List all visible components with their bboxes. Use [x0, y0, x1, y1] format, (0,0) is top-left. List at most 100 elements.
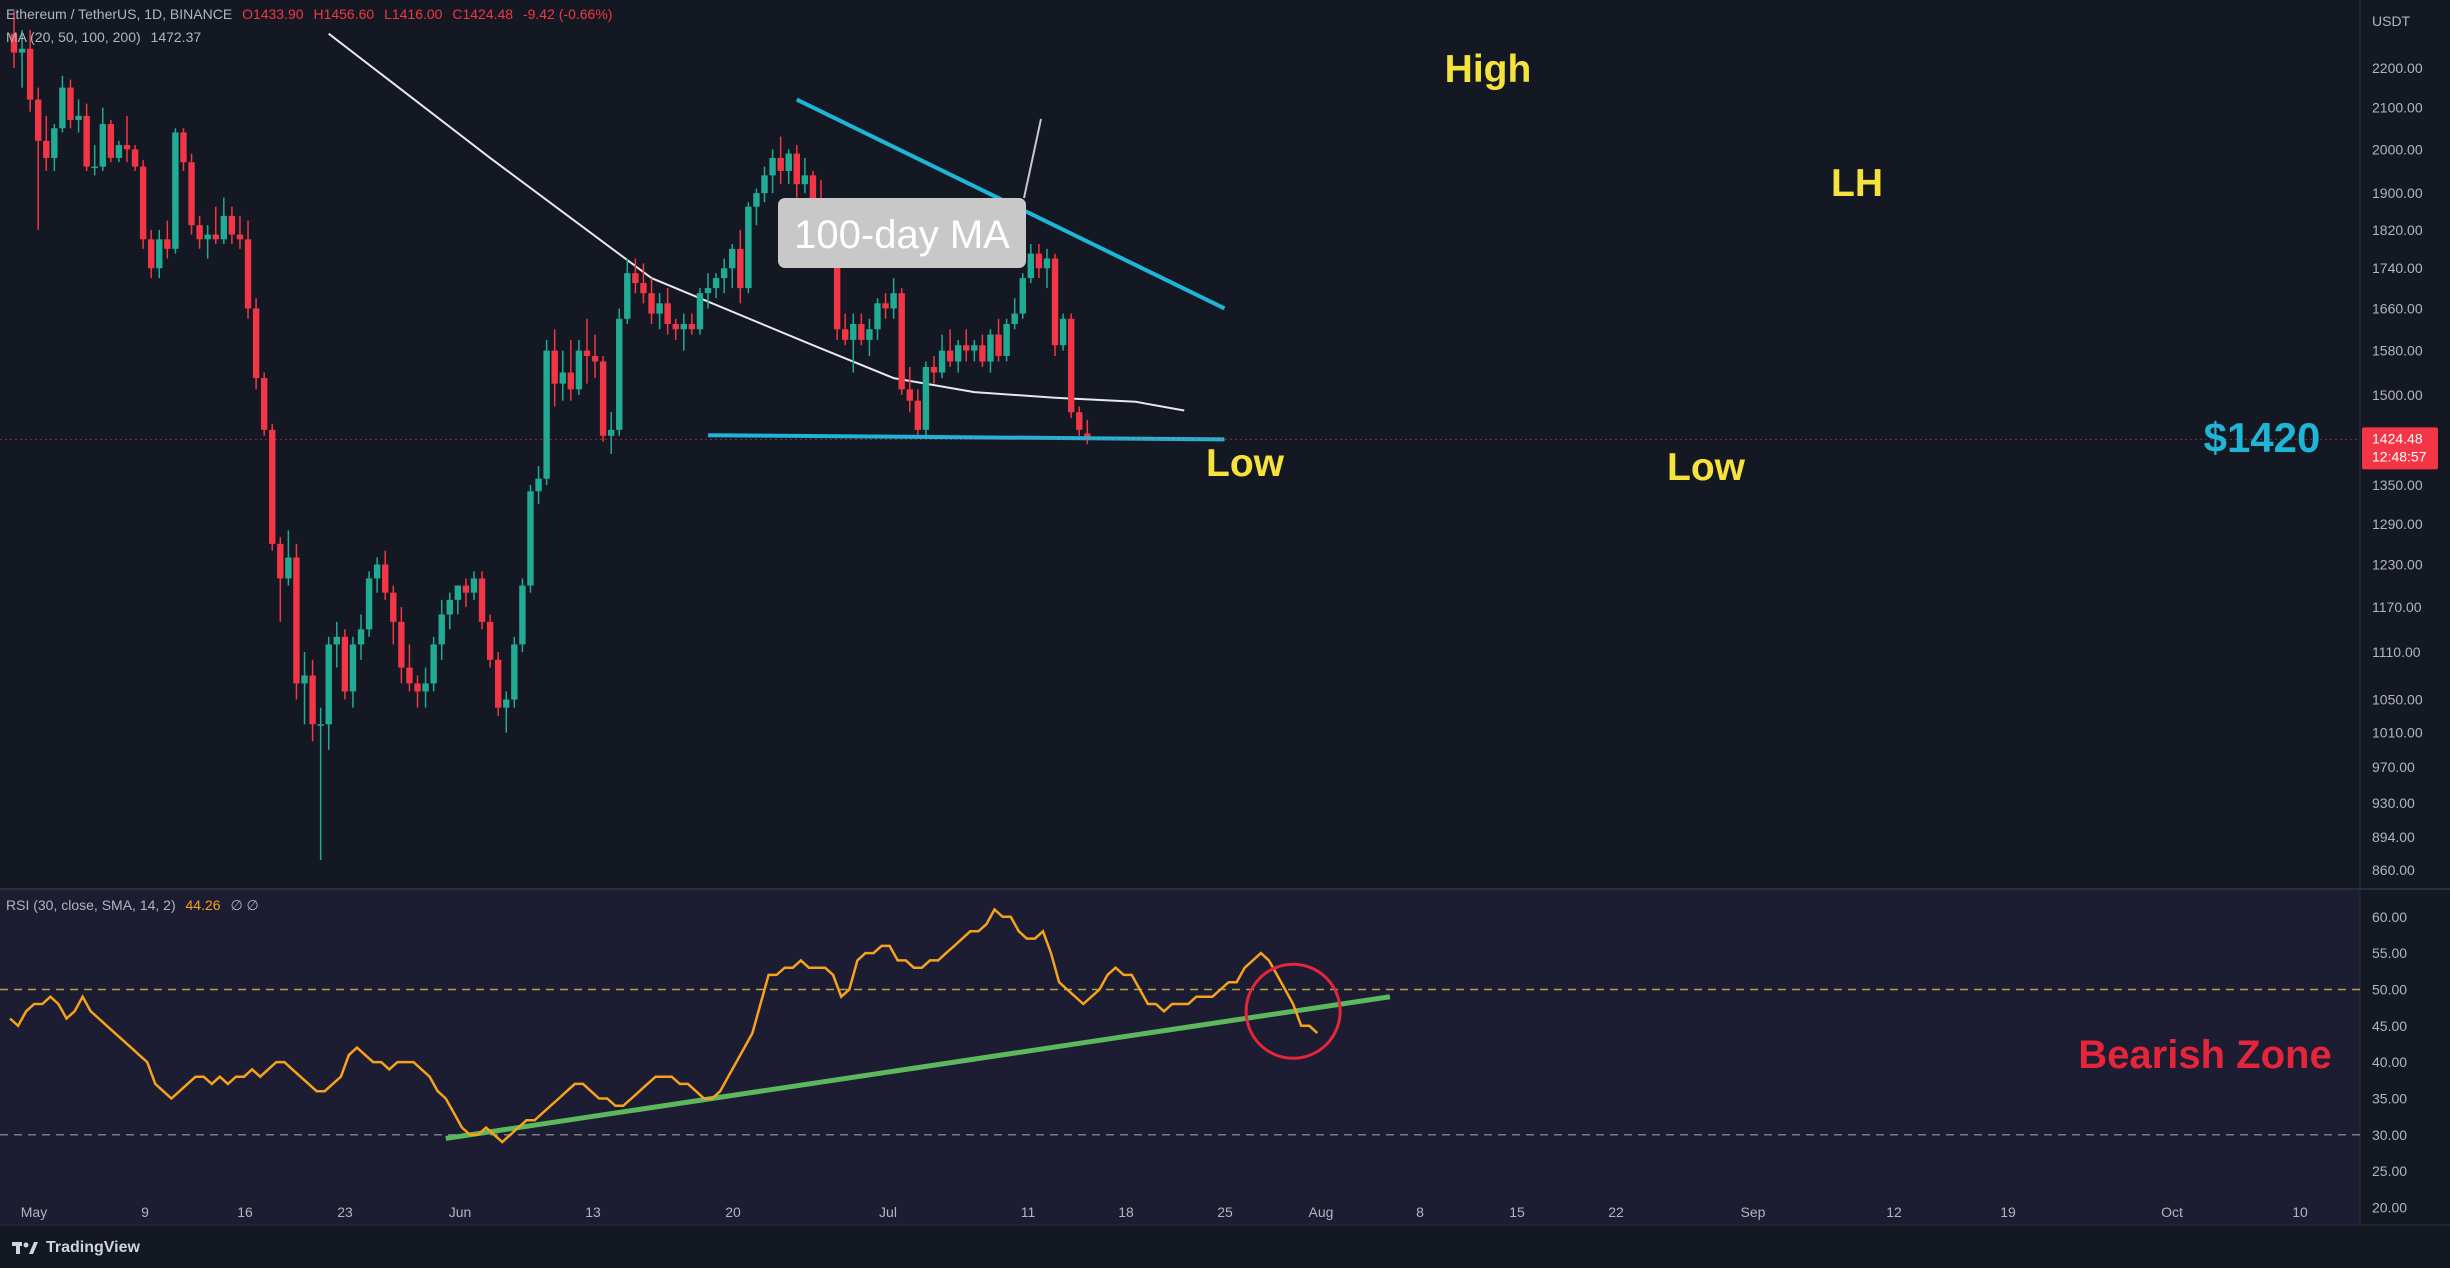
time-tick-label: 19	[2000, 1204, 2016, 1220]
candle-body	[430, 644, 437, 684]
candle-body	[664, 303, 671, 325]
time-tick-label: 9	[141, 1204, 149, 1220]
price-annotation: Low	[1206, 442, 1285, 485]
candle-body	[712, 278, 720, 289]
candle-body	[761, 175, 768, 194]
price-tick-label: 2000.00	[2372, 141, 2423, 157]
candle-body	[745, 206, 752, 289]
bearish-zone-label: Bearish Zone	[2078, 1033, 2331, 1077]
candle-body	[470, 578, 478, 593]
candle-body	[777, 157, 784, 171]
candle-body	[365, 578, 373, 630]
candle-body	[156, 239, 163, 269]
candle-body	[753, 193, 760, 207]
candle-body	[398, 621, 405, 668]
candle-body	[131, 149, 139, 167]
time-tick-label: Sep	[1741, 1204, 1766, 1220]
candle-body	[599, 361, 607, 436]
candle-body	[164, 239, 171, 249]
symbol-legend: Ethereum / TetherUS, 1D, BINANCE O1433.9…	[6, 6, 612, 22]
candle-body	[107, 124, 115, 158]
price-annotation: LH	[1831, 162, 1883, 205]
price-tick-label: 1010.00	[2372, 725, 2423, 741]
candle-body	[406, 667, 413, 684]
candle-body	[382, 564, 389, 593]
price-tick-label: 1170.00	[2372, 599, 2422, 615]
candle-body	[672, 324, 679, 330]
candle-body	[1067, 318, 1075, 413]
tradingview-logo-icon	[12, 1242, 38, 1254]
ma-legend[interactable]: MA (20, 50, 100, 200) 1472.37	[6, 29, 201, 45]
candle-body	[454, 585, 462, 600]
rsi-tick-label: 20.00	[2372, 1199, 2407, 1215]
price-tick-label: 2100.00	[2372, 100, 2423, 116]
price-tick-label: 1500.00	[2372, 387, 2423, 403]
price-tick-label: 1050.00	[2372, 692, 2423, 708]
candle-body	[898, 293, 905, 390]
candle-body	[260, 378, 268, 430]
candle-body	[269, 429, 276, 544]
candle-body	[147, 239, 155, 269]
candle-body	[59, 87, 66, 129]
ma-layer	[328, 32, 1185, 412]
candle-body	[83, 115, 90, 167]
candle-body	[446, 599, 453, 615]
candle-body	[373, 564, 381, 579]
candle-body	[252, 308, 260, 379]
countdown-value: 12:48:57	[2372, 448, 2427, 464]
time-tick-label: Aug	[1309, 1204, 1334, 1220]
candle-body	[188, 162, 195, 226]
time-tick-label: 10	[2292, 1204, 2308, 1220]
candle-body	[139, 166, 147, 240]
candle-body	[10, 33, 18, 53]
rsi-layer	[0, 907, 2360, 1144]
bearish-circle	[1244, 962, 1342, 1060]
candle-body	[914, 400, 922, 430]
candle-body	[583, 350, 591, 357]
price-tick-label: 970.00	[2372, 759, 2415, 775]
candles-layer	[10, 11, 1091, 861]
price-tick-label: 1290.00	[2372, 516, 2423, 532]
candle-body	[769, 157, 776, 176]
rsi-panel-background	[0, 890, 2360, 1225]
price-tick-label: 2200.00	[2372, 60, 2423, 76]
candle-body	[874, 303, 881, 330]
candle-body	[640, 283, 647, 294]
ma-100-line	[328, 32, 1185, 412]
candle-body	[866, 329, 873, 340]
annotation-layer: High LH Low Low 100-day MA $1420 Bearish Zone	[778, 48, 2332, 1077]
candle-body	[963, 345, 970, 351]
candle-body	[478, 578, 486, 622]
rsi-legend-extra: ∅ ∅	[230, 897, 259, 913]
time-tick-label: May	[21, 1204, 47, 1220]
rsi-trendline	[445, 994, 1391, 1141]
symbol-name: Ethereum / TetherUS, 1D, BINANCE	[6, 6, 233, 22]
candle-body	[946, 350, 954, 362]
candle-body	[204, 234, 211, 240]
candle-body	[809, 175, 817, 203]
candle-body	[1035, 253, 1043, 269]
brand-name: TradingView	[46, 1239, 140, 1256]
candle-body	[123, 145, 131, 150]
time-tick-label: 13	[585, 1204, 601, 1220]
candle-body	[922, 366, 930, 430]
candle-body	[995, 334, 1002, 357]
candle-body	[91, 166, 98, 169]
candle-body	[987, 334, 994, 362]
price-tick-label: 1740.00	[2372, 260, 2423, 276]
rsi-legend[interactable]: RSI (30, close, SMA, 14, 2) 44.26 ∅ ∅	[6, 897, 259, 914]
candle-body	[535, 478, 542, 492]
candle-body	[1019, 278, 1026, 314]
price-tick-label: 930.00	[2372, 795, 2415, 811]
candle-body	[720, 268, 728, 279]
change-value: -9.42 (-0.66%)	[522, 6, 613, 22]
candle-body	[244, 239, 252, 309]
price-tick-label: 860.00	[2372, 862, 2415, 878]
last-price-tag	[2362, 427, 2438, 470]
time-tick-label: Jun	[449, 1204, 472, 1220]
candle-body	[850, 324, 857, 340]
ma-callout-label: 100-day MA	[794, 213, 1010, 257]
tradingview-brand[interactable]: TradingView	[12, 1239, 140, 1257]
candle-body	[285, 557, 292, 579]
